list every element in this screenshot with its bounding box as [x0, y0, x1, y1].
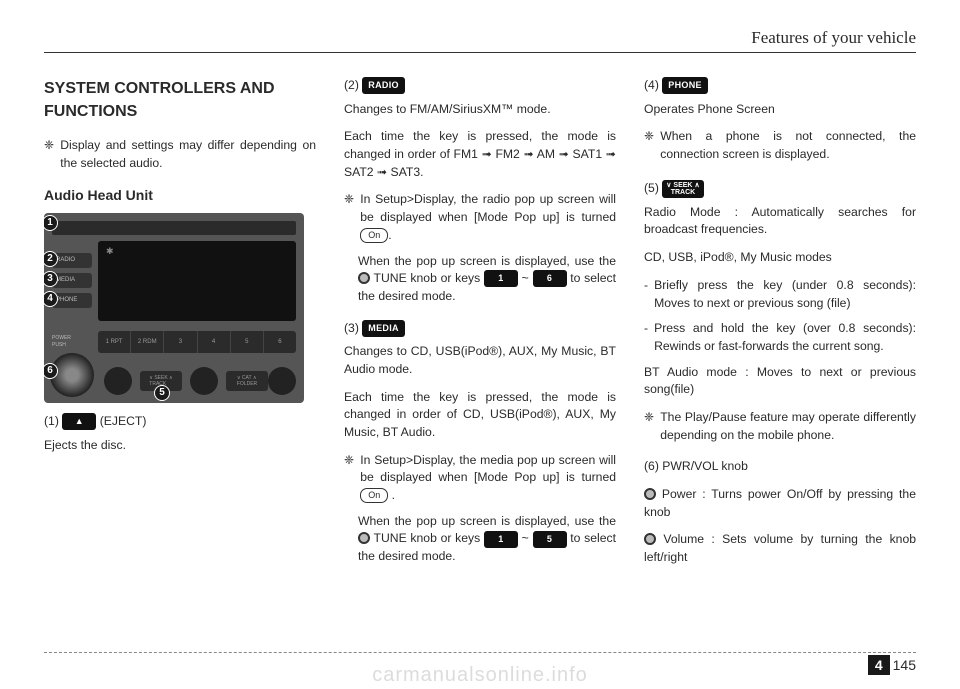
item-5-p1: Radio Mode : Automatically searches for …: [644, 204, 916, 239]
content-columns: SYSTEM CONTROLLERS AND FUNCTIONS ❈ Displ…: [44, 77, 916, 577]
item-5-heading: (5) ∨ SEEK ∧ TRACK: [644, 180, 916, 198]
header-title: Features of your vehicle: [751, 28, 916, 47]
item-2-bullet-2: When the pop up screen is displayed, use…: [344, 253, 616, 306]
column-3: (4) PHONE Operates Phone Screen ❈ When a…: [644, 77, 916, 577]
page-header: Features of your vehicle: [44, 28, 916, 53]
key-6: 6: [533, 270, 567, 287]
hu-phone-button: PHONE: [52, 293, 92, 308]
hu-cat-button: ∨ CAT ∧FOLDER: [226, 371, 268, 391]
item-5-l2: Press and hold the key (over 0.8 seconds…: [654, 320, 916, 355]
item-4-heading: (4) PHONE: [644, 77, 916, 95]
callout-5: 5: [154, 385, 170, 401]
item-2-p1: Changes to FM/AM/SiriusXM™ mode.: [344, 101, 616, 119]
key-5: 5: [533, 531, 567, 548]
item-3-p1: Changes to CD, USB(iPod®), AUX, My Music…: [344, 343, 616, 378]
item-5-bullet: The Play/Pause feature may operate diffe…: [660, 409, 916, 444]
on-pill: On: [360, 228, 388, 243]
seek-track-button-label: ∨ SEEK ∧ TRACK: [662, 180, 703, 198]
knob-icon: [644, 488, 656, 500]
hu-media-button: MEDIA: [52, 273, 92, 288]
item-5-l1: Briefly press the key (under 0.8 seconds…: [654, 277, 916, 312]
key-1b: 1: [484, 531, 518, 548]
tune-knob-icon: [358, 272, 370, 284]
item-6-p2: Volume : Sets volume by turning the knob…: [644, 531, 916, 566]
knob-icon-2: [644, 533, 656, 545]
item-2-heading: (2) RADIO: [344, 77, 616, 95]
item-4-p1: Operates Phone Screen: [644, 101, 916, 119]
eject-icon: ▲: [62, 413, 96, 430]
on-pill-2: On: [360, 488, 388, 503]
item-6-p1: Power : Turns power On/Off by pressing t…: [644, 486, 916, 521]
item-6-heading: (6) PWR/VOL knob: [644, 458, 916, 476]
item-5-p3: BT Audio mode : Moves to next or previou…: [644, 364, 916, 399]
hu-preset-row: 1 RPT 2 RDM 3 4 5 6: [98, 331, 296, 353]
item-1-line: (1) ▲ (EJECT): [44, 413, 316, 431]
tune-knob-icon-2: [358, 532, 370, 544]
media-button-label: MEDIA: [362, 320, 405, 337]
page-footer: 4145: [868, 655, 916, 675]
chapter-number: 4: [868, 655, 890, 675]
item-1-text: Ejects the disc.: [44, 437, 316, 455]
key-1: 1: [484, 270, 518, 287]
item-4-bullet: When a phone is not connected, the conne…: [660, 128, 916, 163]
item-3-bullet-1: In Setup>Display, the media pop up scree…: [360, 452, 616, 505]
audio-head-unit-heading: Audio Head Unit: [44, 185, 316, 205]
phone-button-label: PHONE: [662, 77, 708, 94]
item-2-bullet-1: In Setup>Display, the radio pop up scree…: [360, 191, 616, 244]
footer-divider: [44, 652, 916, 653]
note-text: Display and settings may differ dependin…: [60, 137, 316, 172]
column-2: (2) RADIO Changes to FM/AM/SiriusXM™ mod…: [344, 77, 616, 577]
audio-head-unit-illustration: ✱ RADIO MEDIA PHONE POWERPUSH 1 RPT 2 RD…: [44, 213, 304, 403]
radio-button-label: RADIO: [362, 77, 405, 94]
hu-power-label: POWERPUSH: [52, 335, 71, 350]
page-number: 145: [893, 657, 916, 673]
item-3-bullet-2: When the pop up screen is displayed, use…: [344, 513, 616, 566]
section-title: SYSTEM CONTROLLERS AND FUNCTIONS: [44, 77, 316, 123]
column-1: SYSTEM CONTROLLERS AND FUNCTIONS ❈ Displ…: [44, 77, 316, 577]
item-3-heading: (3) MEDIA: [344, 320, 616, 338]
item-2-p2: Each time the key is pressed, the mode i…: [344, 128, 616, 181]
hu-radio-button: RADIO: [52, 253, 92, 268]
note-mark: ❈: [44, 137, 54, 172]
item-3-p2: Each time the key is pressed, the mode i…: [344, 389, 616, 442]
item-5-p2: CD, USB, iPod®, My Music modes: [644, 249, 916, 267]
watermark: carmanualsonline.info: [0, 664, 960, 687]
